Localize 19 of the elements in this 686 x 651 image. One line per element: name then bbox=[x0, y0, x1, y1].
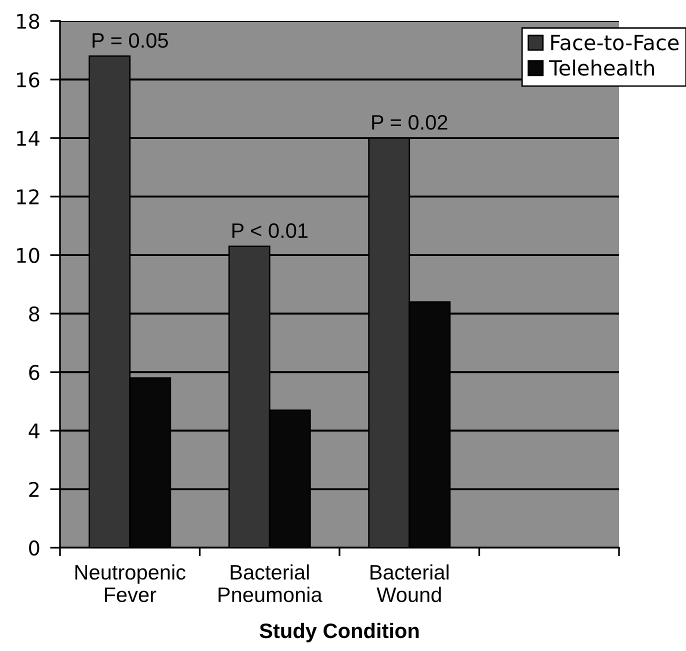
x-axis-title: Study Condition bbox=[260, 622, 419, 642]
annotation: P = 0.02 bbox=[372, 115, 448, 130]
annotation: P = 0.05 bbox=[92, 33, 168, 48]
y-tick-label: 0 bbox=[29, 540, 40, 556]
x-tick-label: Bacterial Pneumonia bbox=[218, 564, 322, 602]
y-tick-label: 12 bbox=[17, 189, 39, 204]
x-tick-label: Neutropenic Fever bbox=[75, 564, 186, 602]
x-tick-label: Bacterial Wound bbox=[370, 564, 449, 602]
y-tick-label: 14 bbox=[17, 131, 40, 146]
y-tick-label: 16 bbox=[17, 72, 40, 88]
annotation: P < 0.01 bbox=[232, 223, 308, 238]
y-tick-label: 8 bbox=[29, 306, 40, 322]
y-tick-label: 6 bbox=[29, 364, 40, 380]
legend-label: Face-to-Face bbox=[551, 34, 679, 50]
y-tick-label: 10 bbox=[17, 248, 40, 264]
y-tick-label: 18 bbox=[17, 14, 40, 29]
y-tick-label: 4 bbox=[28, 424, 40, 438]
y-tick-label: 2 bbox=[29, 482, 39, 497]
legend-label: Telehealth bbox=[549, 60, 654, 76]
